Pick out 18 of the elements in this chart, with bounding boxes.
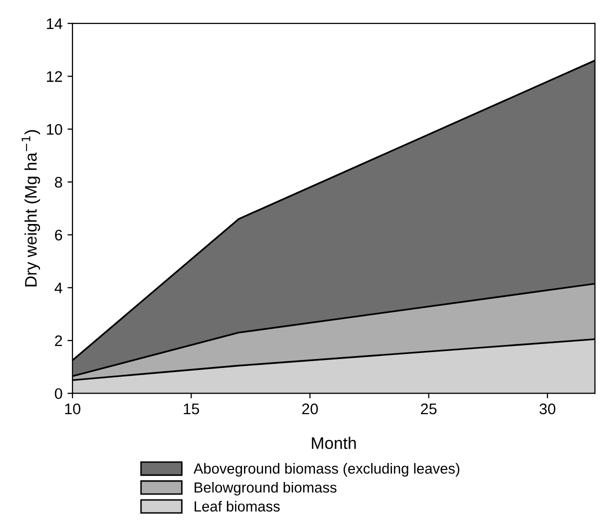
legend-label: Aboveground biomass (excluding leaves): [194, 463, 460, 477]
y-tick-label: 10: [46, 124, 62, 135]
y-tick-label: 14: [46, 18, 62, 29]
x-axis-title: Month: [312, 436, 356, 450]
x-tick-label: 30: [540, 403, 556, 414]
y-tick-label: 8: [54, 176, 62, 188]
y-tick-label: 12: [46, 71, 62, 82]
y-tick-label: 4: [54, 282, 62, 294]
y-axis-title: Dry weight (Mg ha$^{−1}$): [22, 130, 40, 286]
x-tick-label: 15: [184, 404, 200, 414]
x-tick-label: 20: [302, 403, 318, 414]
x-tick-label: 25: [420, 403, 437, 414]
y-tick-label: 0: [54, 388, 62, 400]
legend-label: Leaf biomass: [194, 500, 280, 512]
legend-label: Belowground biomass: [194, 482, 336, 496]
y-tick-label: 6: [55, 230, 62, 241]
y-tick-label: 2: [55, 335, 62, 346]
x-tick-label: 10: [65, 403, 80, 414]
